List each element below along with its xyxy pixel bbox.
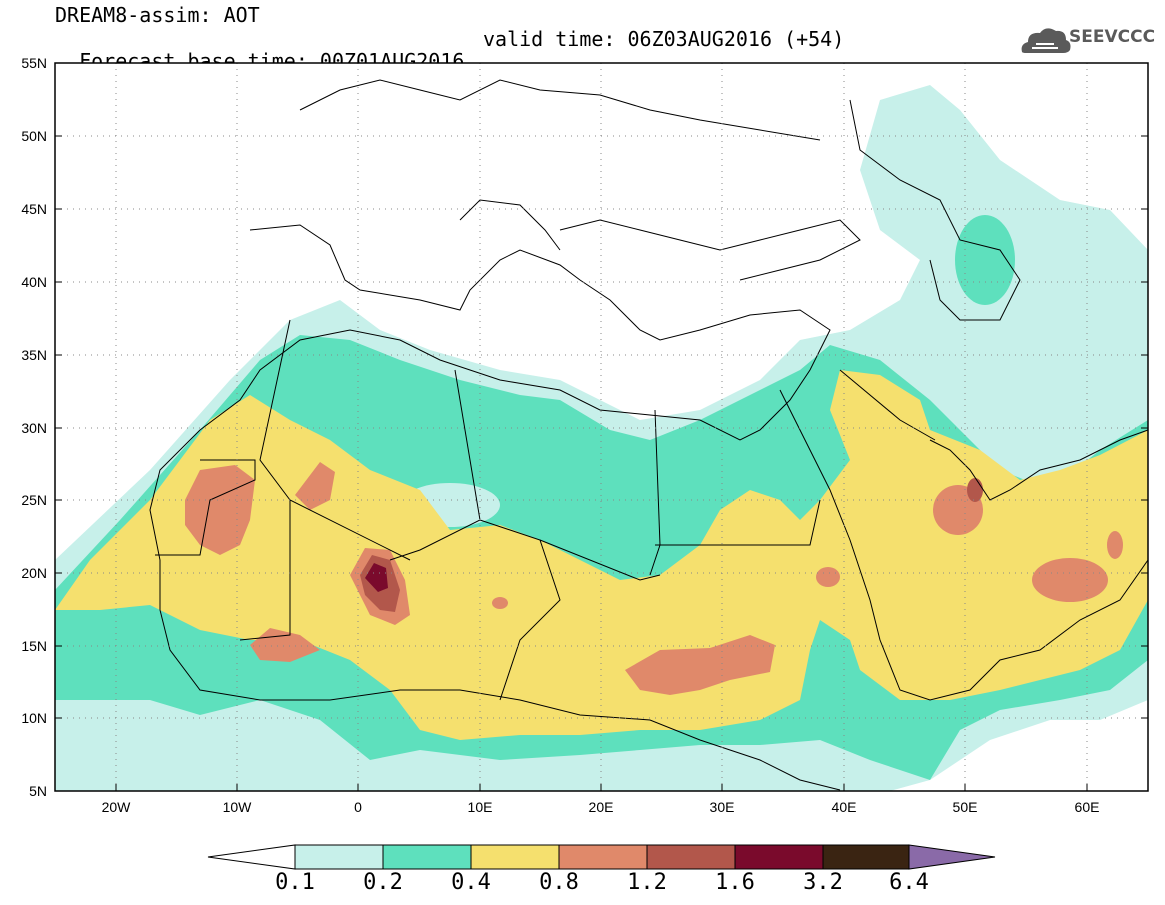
lon-label: 50E xyxy=(953,799,978,815)
lon-label: 20E xyxy=(589,799,614,815)
lat-labels: 55N 50N 45N 40N 35N 30N 25N 20N 15N 10N … xyxy=(21,55,47,799)
lon-label: 10W xyxy=(223,799,253,815)
lat-label: 25N xyxy=(21,492,47,508)
aot-band-0.8-algeria xyxy=(295,462,335,510)
coastlines xyxy=(149,79,1148,791)
lat-label: 35N xyxy=(21,347,47,363)
colorbar-label: 1.2 xyxy=(627,870,667,895)
colorbar-below-arrow xyxy=(207,844,296,870)
lat-label: 40N xyxy=(21,274,47,290)
colorbar-bin-6 xyxy=(734,844,824,870)
colorbar-above-arrow xyxy=(908,844,996,870)
lat-label: 50N xyxy=(21,128,47,144)
lat-label: 30N xyxy=(21,420,47,436)
map-title: DREAM8-assim: AOT xyxy=(55,3,260,27)
lon-labels: 20W 10W 0 10E 20E 30E 40E 50E 60E xyxy=(102,799,1100,815)
lon-label: 40E xyxy=(832,799,857,815)
lon-label: 30E xyxy=(710,799,735,815)
lon-label: 0 xyxy=(354,799,362,815)
colorbar-label: 0.4 xyxy=(451,870,491,895)
lat-label: 15N xyxy=(21,638,47,654)
grid xyxy=(55,63,1148,791)
aot-band-0.8-ethiopia xyxy=(816,567,840,587)
lat-label: 10N xyxy=(21,710,47,726)
lat-label: 5N xyxy=(29,783,47,799)
colorbar-bin-7 xyxy=(822,844,910,870)
colorbar-label: 0.8 xyxy=(539,870,579,895)
colorbar-label: 6.4 xyxy=(889,870,929,895)
aot-band-0.8-oman xyxy=(1032,558,1108,602)
aot-band-0.8-sudan xyxy=(625,635,775,695)
colorbar-bin-3 xyxy=(470,844,560,870)
lat-label: 55N xyxy=(21,55,47,71)
colorbar-label: 0.1 xyxy=(275,870,315,895)
lon-label: 20W xyxy=(102,799,132,815)
aot-band-0.8-chad xyxy=(492,597,508,609)
colorbar-bin-5 xyxy=(646,844,736,870)
aot-band-0.2-caspian xyxy=(955,215,1015,305)
aot-band-0.4 xyxy=(55,370,1148,740)
lon-label: 60E xyxy=(1075,799,1100,815)
logo-text: SEEVCCC xyxy=(1069,27,1156,47)
colorbar-bin-2 xyxy=(382,844,472,870)
lat-label: 45N xyxy=(21,201,47,217)
lat-ticks xyxy=(55,62,1148,791)
aot-band-1.6-niger xyxy=(365,563,388,592)
colorbar-bin-4 xyxy=(558,844,648,870)
aot-band-0.8-sahel xyxy=(250,628,320,662)
colorbar-label: 1.6 xyxy=(715,870,755,895)
colorbar-label: 3.2 xyxy=(803,870,843,895)
aot-band-0.8-arabiansea xyxy=(1107,531,1123,559)
lat-label: 20N xyxy=(21,565,47,581)
aot-band-1.2-gulf xyxy=(967,478,983,502)
valid-time: valid time: 06Z03AUG2016 (+54) xyxy=(483,27,845,51)
colorbar-bin-1 xyxy=(294,844,384,870)
colorbar-label: 0.2 xyxy=(363,870,403,895)
cloud-icon xyxy=(1021,28,1071,53)
lon-label: 10E xyxy=(468,799,493,815)
colorbar xyxy=(207,844,996,870)
